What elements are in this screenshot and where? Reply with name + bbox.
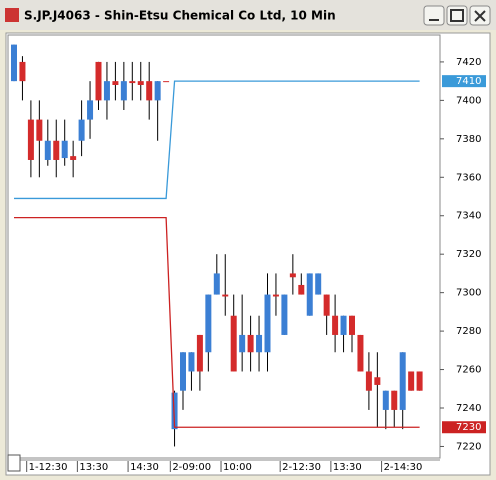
candle-body bbox=[78, 119, 85, 141]
candle-body bbox=[315, 273, 322, 295]
candle-body bbox=[171, 392, 178, 430]
candle-body bbox=[146, 81, 153, 101]
close-icon bbox=[474, 10, 486, 22]
y-tick-label: 7280 bbox=[456, 326, 481, 337]
window-title: S.JP.J4063 - Shin-Etsu Chemical Co Ltd, … bbox=[24, 9, 336, 23]
scroll-box[interactable] bbox=[7, 454, 21, 472]
level-line bbox=[14, 217, 420, 428]
candle-body bbox=[129, 81, 136, 84]
y-tick-label: 7300 bbox=[456, 288, 481, 299]
candle-body bbox=[36, 119, 43, 141]
candle-body bbox=[11, 44, 17, 82]
candle-body bbox=[272, 294, 279, 297]
candle-body bbox=[188, 352, 195, 372]
x-tick-label: 10:00 bbox=[223, 462, 252, 473]
candle-body bbox=[27, 119, 34, 160]
candle-body bbox=[306, 273, 313, 316]
candle-body bbox=[382, 390, 389, 410]
candle-body bbox=[247, 334, 254, 353]
x-tick-label: 13:30 bbox=[79, 462, 108, 473]
candle-body bbox=[112, 81, 119, 85]
candle-body bbox=[61, 140, 68, 159]
candle-body bbox=[103, 81, 110, 101]
candle-body bbox=[196, 334, 203, 372]
candle-body bbox=[180, 352, 186, 391]
plot-area bbox=[7, 34, 441, 459]
candle-body bbox=[374, 377, 381, 385]
candle-body bbox=[349, 315, 355, 335]
x-tick-label: 14:30 bbox=[130, 462, 159, 473]
y-tick-label: 7220 bbox=[456, 441, 481, 452]
x-tick-label: 2-09:00 bbox=[172, 462, 211, 473]
y-tick-label: 7420 bbox=[456, 57, 481, 68]
candle-body bbox=[53, 140, 60, 160]
price-marker-label: 7230 bbox=[456, 422, 481, 433]
candle-body bbox=[332, 315, 339, 335]
y-tick-label: 7240 bbox=[456, 403, 481, 414]
price-marker bbox=[442, 421, 486, 434]
maximize-icon bbox=[450, 9, 464, 22]
y-tick-label: 7260 bbox=[456, 365, 481, 376]
candle-body bbox=[391, 390, 398, 410]
candle-body bbox=[256, 334, 263, 353]
y-tick-label: 7400 bbox=[456, 95, 481, 106]
candle-body bbox=[163, 81, 170, 83]
candle-body bbox=[87, 100, 94, 120]
candle-body bbox=[19, 61, 26, 82]
candle-body bbox=[357, 334, 364, 372]
candle-body bbox=[230, 315, 237, 372]
y-tick-label: 7340 bbox=[456, 211, 481, 222]
candle-body bbox=[408, 371, 415, 391]
y-tick-label: 7380 bbox=[456, 134, 481, 145]
candle-body bbox=[365, 371, 372, 391]
candle-body bbox=[239, 334, 246, 353]
price-marker bbox=[442, 75, 486, 88]
minimize-button[interactable] bbox=[423, 5, 445, 26]
candle-body bbox=[222, 294, 229, 297]
candle-body bbox=[289, 273, 296, 278]
candle-body bbox=[281, 294, 288, 335]
candle-body bbox=[70, 156, 77, 160]
candle-body bbox=[416, 371, 423, 391]
candle-body bbox=[205, 294, 212, 353]
x-tick-label: 2-12:30 bbox=[282, 462, 321, 473]
title-bar bbox=[0, 0, 496, 30]
x-tick-label: 13:30 bbox=[333, 462, 362, 473]
y-tick-label: 7320 bbox=[456, 249, 481, 260]
candle-body bbox=[95, 61, 102, 101]
candle-body bbox=[340, 315, 347, 335]
candle-body bbox=[120, 81, 127, 101]
candle-body bbox=[137, 81, 144, 85]
candle-body bbox=[399, 352, 406, 410]
y-tick-label: 7360 bbox=[456, 172, 481, 183]
x-tick-label: 1-12:30 bbox=[29, 462, 68, 473]
candle-body bbox=[154, 81, 161, 101]
candle-body bbox=[323, 294, 330, 316]
candle-body bbox=[44, 140, 51, 160]
candle-body bbox=[298, 284, 305, 295]
price-marker-label: 7410 bbox=[456, 76, 481, 87]
candle-body bbox=[213, 273, 220, 295]
level-line bbox=[14, 80, 420, 200]
candle-body bbox=[264, 294, 271, 353]
app-icon bbox=[5, 8, 19, 22]
x-tick-label: 2-14:30 bbox=[384, 462, 423, 473]
